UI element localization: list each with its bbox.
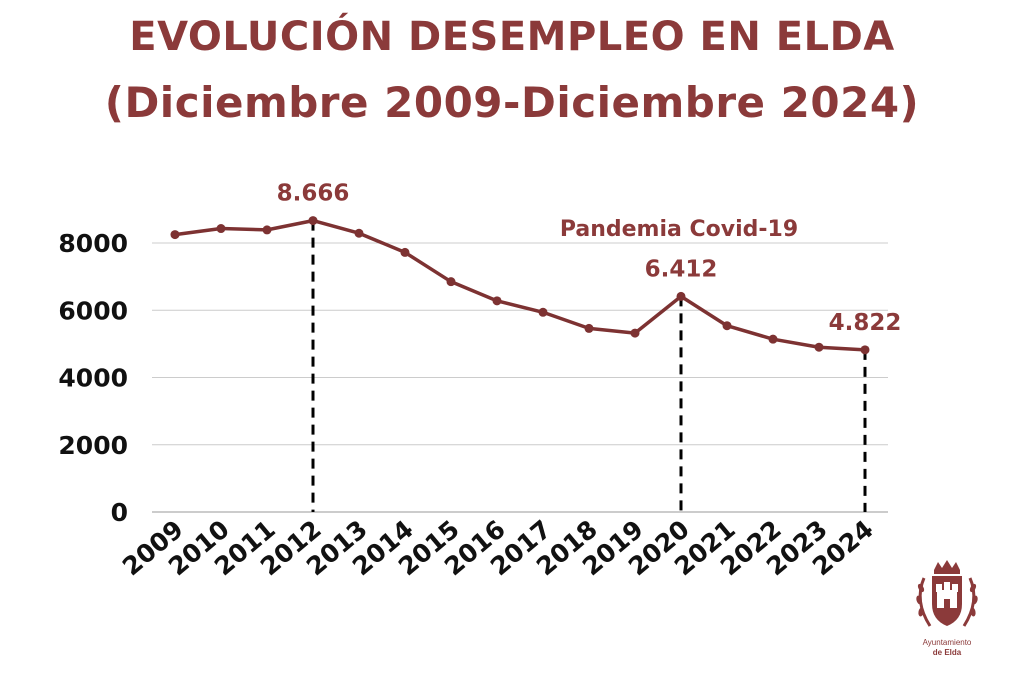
data-label: 8.666 (277, 181, 350, 207)
data-point (492, 296, 502, 306)
y-tick-label: 8000 (58, 229, 128, 258)
data-point (676, 291, 686, 301)
data-point (354, 228, 364, 238)
chart-title-line1: EVOLUCIÓN DESEMPLEO EN ELDA (129, 14, 895, 60)
data-label: 6.412 (645, 256, 718, 282)
data-point (722, 321, 732, 331)
data-point (630, 328, 640, 338)
y-tick-label: 4000 (58, 364, 128, 393)
data-point (308, 216, 318, 226)
logo-text-line1: Ayuntamiento (922, 638, 972, 647)
y-tick-label: 2000 (58, 431, 128, 460)
annotation-label: Pandemia Covid-19 (560, 217, 798, 242)
data-point (446, 277, 456, 287)
data-point (860, 345, 870, 355)
data-point (400, 247, 410, 257)
data-point (262, 225, 272, 235)
data-point (768, 334, 778, 344)
data-point (170, 230, 180, 240)
data-point (814, 342, 824, 352)
data-label: 4.822 (829, 310, 902, 336)
y-tick-label: 0 (111, 498, 128, 527)
data-point (216, 224, 226, 234)
ayuntamiento-elda-logo: Ayuntamiento de Elda (904, 556, 990, 666)
y-tick-label: 6000 (58, 296, 128, 325)
data-point (584, 323, 594, 333)
logo-text-line2: de Elda (932, 648, 962, 657)
series-line (174, 218, 866, 352)
data-point (538, 307, 548, 317)
chart-title-line2: (Diciembre 2009-Diciembre 2024) (104, 78, 920, 127)
coat-of-arms-icon (916, 560, 978, 627)
